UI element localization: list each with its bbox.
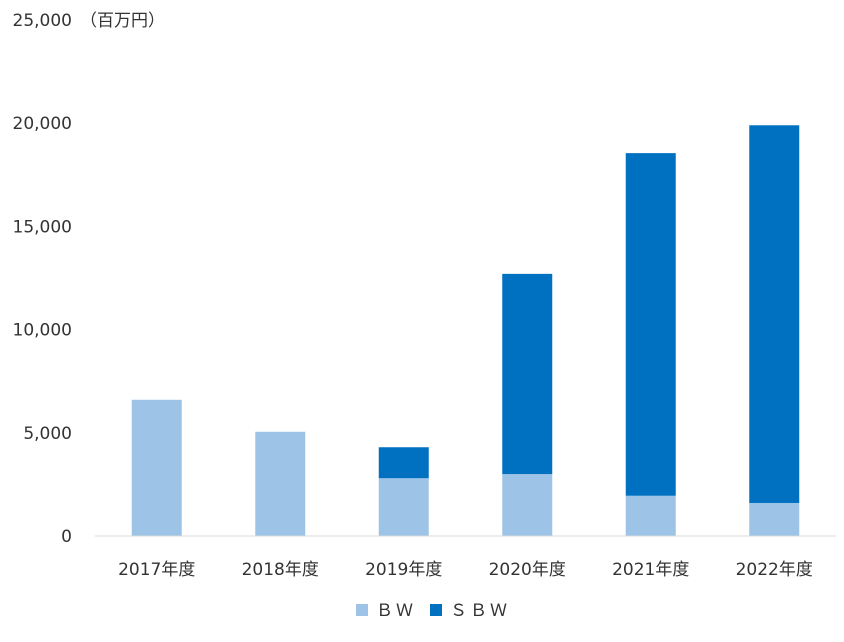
legend-swatch-sbw: [430, 604, 442, 616]
y-tick-label: 20,000: [13, 114, 72, 134]
bar-segment-bw: [502, 474, 553, 536]
y-tick-label: 0: [61, 527, 72, 547]
bar-segment-sbw: [625, 153, 676, 496]
y-tick-label: 25,000: [13, 11, 72, 31]
x-tick-label: 2019年度: [365, 560, 442, 580]
bar-segment-bw: [749, 502, 800, 536]
y-axis-ticks: 0 5,000 10,000 15,000 20,000 25,000: [13, 11, 72, 547]
x-tick-label: 2018年度: [242, 560, 319, 580]
bar-segment-sbw: [502, 273, 553, 475]
y-axis-unit-label: （百万円）: [80, 11, 165, 31]
y-tick-label: 10,000: [13, 321, 72, 341]
legend-swatch-bw: [356, 604, 368, 616]
x-tick-label: 2021年度: [612, 560, 689, 580]
legend: ＢＷ ＳＢＷ: [356, 601, 510, 621]
x-tick-label: 2017年度: [118, 560, 195, 580]
bar-segment-bw: [378, 478, 429, 536]
y-tick-label: 15,000: [13, 217, 72, 237]
x-tick-label: 2022年度: [736, 560, 813, 580]
legend-label-bw: ＢＷ: [376, 601, 416, 621]
x-axis-ticks: 2017年度 2018年度 2019年度 2020年度 2021年度 2022年度: [118, 560, 813, 580]
x-tick-label: 2020年度: [489, 560, 566, 580]
y-tick-label: 5,000: [23, 424, 72, 444]
bar-segment-bw: [625, 495, 676, 536]
bars: [131, 125, 800, 536]
bar-segment-sbw: [749, 125, 800, 503]
bar-segment-bw: [255, 431, 306, 536]
legend-label-sbw: ＳＢＷ: [450, 601, 510, 621]
bar-segment-sbw: [378, 447, 429, 479]
bar-segment-bw: [131, 399, 182, 536]
